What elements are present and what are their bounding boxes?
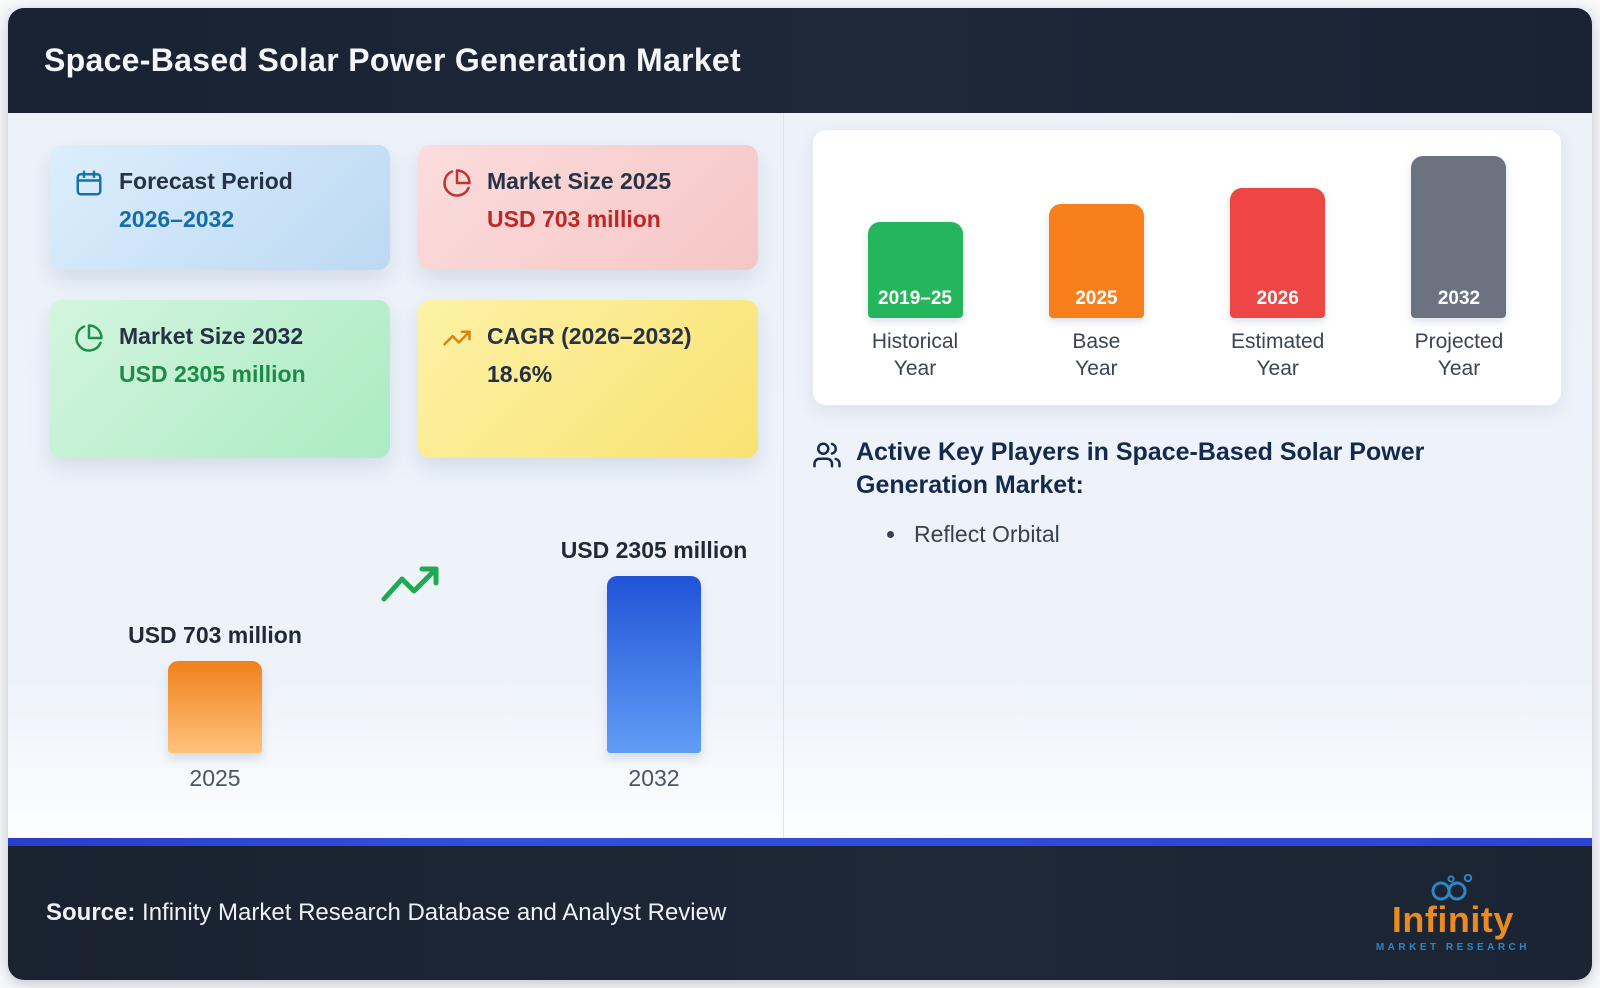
pie-chart-icon: [74, 323, 104, 353]
logo-subtitle: MARKET RESEARCH: [1375, 941, 1530, 953]
left-column: Forecast Period 2026–2032 Market Size 20…: [8, 113, 784, 838]
timeline-bar: 2025: [1048, 204, 1144, 318]
timeline-item-estimated: 2026 Estimated Year: [1202, 188, 1354, 383]
card-value: 2026–2032: [119, 206, 235, 233]
footer-bar: Source: Infinity Market Research Databas…: [8, 846, 1592, 980]
logo-name: Infinity: [1391, 898, 1514, 940]
card-label: Market Size 2032: [119, 323, 304, 349]
key-player-item: Reflect Orbital: [908, 521, 1562, 548]
card-cagr: CAGR (2026–2032) 18.6%: [418, 300, 758, 458]
growth-bar-group-2032: USD 2305 million 2032: [544, 537, 764, 792]
timeline-item-historical: 2019–25 Historical Year: [839, 222, 991, 383]
key-players-list: Reflect Orbital: [888, 521, 1562, 548]
timeline-year: 2019–25: [878, 288, 952, 309]
key-players-heading: Active Key Players in Space-Based Solar …: [856, 437, 1425, 500]
infographic-panel: Space-Based Solar Power Generation Marke…: [8, 8, 1592, 980]
source-text: Source: Infinity Market Research Databas…: [46, 899, 727, 926]
summary-cards: Forecast Period 2026–2032 Market Size 20…: [50, 145, 758, 458]
timeline-bar: 2026: [1230, 188, 1326, 318]
timeline-label: Historical Year: [871, 330, 959, 381]
card-forecast-period: Forecast Period 2026–2032: [50, 145, 390, 270]
card-label: CAGR (2026–2032): [487, 323, 692, 349]
right-column: 2019–25 Historical Year 2025 Base: [784, 113, 1592, 838]
card-value: USD 703 million: [487, 206, 661, 233]
timeline-label: Projected Year: [1414, 330, 1504, 381]
study-years-timeline-card: 2019–25 Historical Year 2025 Base: [812, 129, 1562, 406]
bar-2025: [168, 661, 262, 753]
users-icon: [812, 440, 842, 475]
bar-year-label: 2032: [628, 765, 680, 791]
timeline-year: 2025: [1075, 288, 1118, 309]
calendar-icon: [74, 168, 104, 198]
timeline-year: 2032: [1437, 288, 1481, 309]
growth-zigzag-arrow-icon: [380, 559, 442, 614]
trending-up-icon: [442, 323, 472, 353]
bar-2032: [607, 576, 701, 753]
card-label: Market Size 2025: [487, 168, 672, 194]
bar-value-label: USD 703 million: [128, 622, 302, 648]
timeline-item-projected: 2032 Projected Year: [1383, 156, 1535, 383]
timeline-bar: 2019–25: [867, 222, 963, 318]
infinity-logo: Infinity MARKET RESEARCH: [1375, 873, 1530, 953]
card-market-size-2025: Market Size 2025 USD 703 million: [418, 145, 758, 270]
main-content: Forecast Period 2026–2032 Market Size 20…: [8, 113, 1592, 838]
header-bar: Space-Based Solar Power Generation Marke…: [8, 8, 1592, 113]
pie-chart-icon: [442, 168, 472, 198]
timeline-item-base: 2025 Base Year: [1020, 204, 1172, 383]
source-label: Source:: [46, 899, 136, 926]
bar-year-label: 2025: [189, 765, 241, 791]
page-title: Space-Based Solar Power Generation Marke…: [44, 42, 741, 78]
timeline-bar: 2032: [1411, 156, 1507, 318]
key-players-section: Active Key Players in Space-Based Solar …: [812, 436, 1562, 549]
card-market-size-2032: Market Size 2032 USD 2305 million: [50, 300, 390, 458]
card-label: Forecast Period: [119, 168, 293, 194]
accent-divider: [8, 838, 1592, 846]
card-value: USD 2305 million: [119, 361, 306, 388]
growth-bar-group-2025: USD 703 million 2025: [105, 622, 325, 792]
market-growth-chart: USD 703 million 2025 USD 2305 million 20…: [50, 504, 757, 792]
timeline-year: 2026: [1256, 288, 1299, 309]
timeline-label: Base Year: [1072, 330, 1121, 381]
card-value: 18.6%: [487, 361, 553, 388]
infinity-swirl-icon: [1417, 873, 1489, 906]
timeline-label: Estimated Year: [1230, 330, 1325, 381]
bar-value-label: USD 2305 million: [560, 537, 748, 563]
